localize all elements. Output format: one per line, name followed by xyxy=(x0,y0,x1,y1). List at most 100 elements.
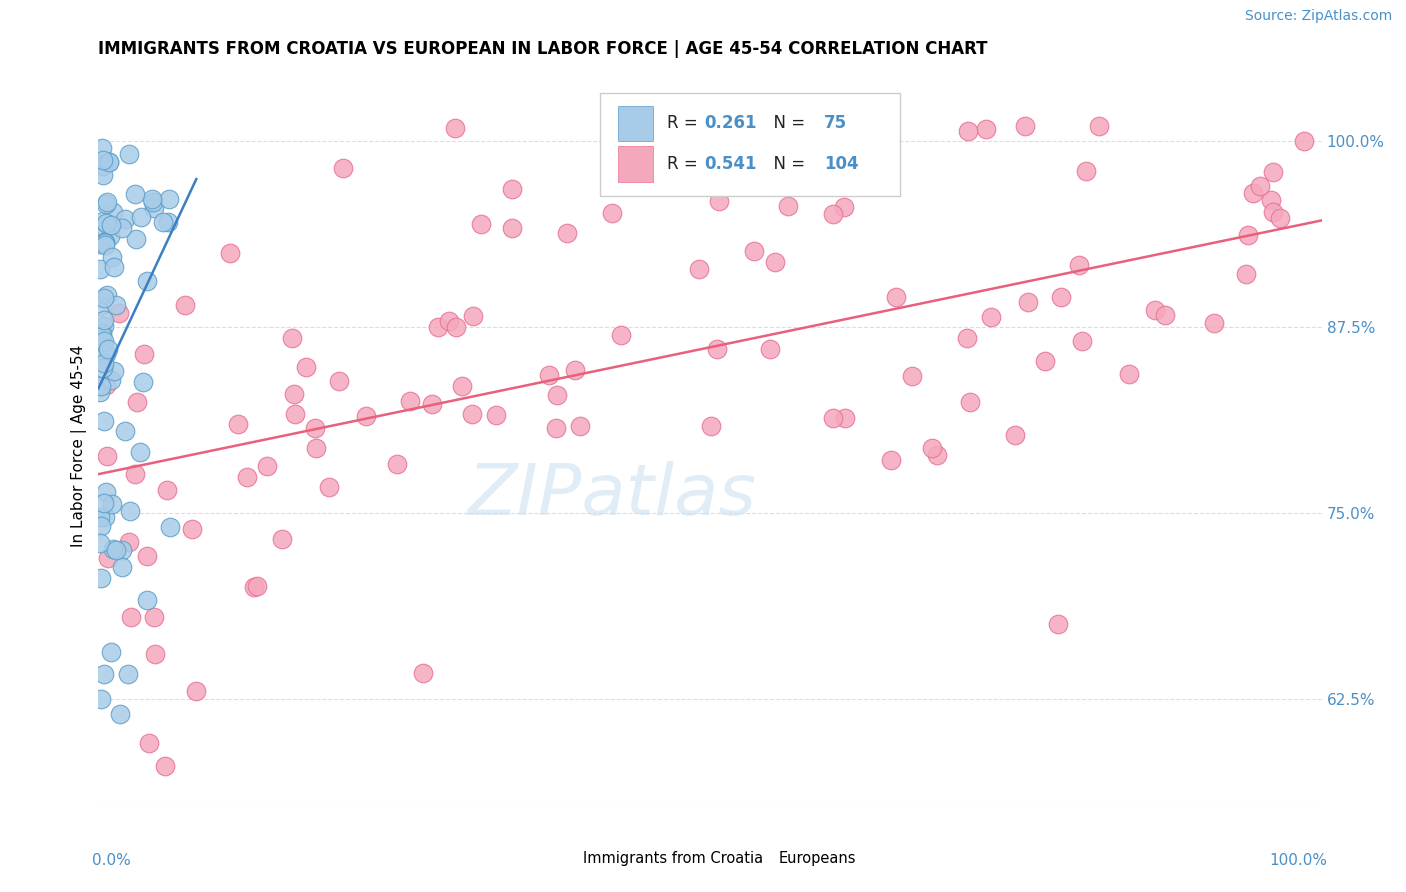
Text: ZIPatlas: ZIPatlas xyxy=(468,461,756,531)
Point xyxy=(96,194,118,209)
Point xyxy=(675,167,697,181)
Point xyxy=(114,212,136,227)
Point xyxy=(89,300,111,314)
Point xyxy=(111,221,134,235)
Point xyxy=(444,320,467,334)
Point xyxy=(555,226,578,240)
Point xyxy=(96,485,118,500)
Point xyxy=(243,580,266,594)
Point xyxy=(94,237,117,252)
Point xyxy=(108,306,131,320)
Point xyxy=(219,246,242,260)
Text: 100.0%: 100.0% xyxy=(1270,853,1327,868)
Text: 0.541: 0.541 xyxy=(704,155,756,173)
Text: Immigrants from Croatia: Immigrants from Croatia xyxy=(583,851,763,866)
Point xyxy=(184,684,207,698)
Point xyxy=(1004,428,1026,442)
Point xyxy=(537,368,560,382)
Point xyxy=(153,758,176,772)
Point xyxy=(700,419,723,434)
Point xyxy=(544,421,567,435)
Point xyxy=(93,334,115,349)
Point xyxy=(461,407,484,421)
Point xyxy=(93,291,115,305)
Point xyxy=(143,610,166,624)
Point xyxy=(93,318,115,333)
Point xyxy=(93,356,115,370)
FancyBboxPatch shape xyxy=(619,146,652,182)
Point xyxy=(501,221,523,235)
Point xyxy=(1153,308,1175,322)
FancyBboxPatch shape xyxy=(600,93,900,196)
FancyBboxPatch shape xyxy=(619,105,652,141)
Point xyxy=(89,262,111,277)
Point xyxy=(90,519,112,533)
Point xyxy=(328,374,350,388)
Point xyxy=(461,310,484,324)
Point xyxy=(132,376,155,390)
Point xyxy=(295,359,318,374)
Point xyxy=(96,450,118,464)
Point xyxy=(1249,178,1271,193)
Point xyxy=(420,397,443,411)
Point xyxy=(437,314,460,328)
Point xyxy=(1069,258,1091,272)
Point xyxy=(600,205,623,219)
Point xyxy=(98,154,121,169)
Point xyxy=(118,503,141,517)
Point xyxy=(688,261,710,276)
Text: 75: 75 xyxy=(824,114,846,132)
Point xyxy=(110,706,132,721)
Point xyxy=(1270,211,1292,225)
Point xyxy=(181,522,204,536)
Point xyxy=(1261,205,1284,219)
Point xyxy=(759,342,782,356)
Point xyxy=(90,378,112,392)
Text: Source: ZipAtlas.com: Source: ZipAtlas.com xyxy=(1244,9,1392,23)
Point xyxy=(143,647,166,661)
Point xyxy=(94,196,117,211)
Point xyxy=(94,346,117,360)
Point xyxy=(284,407,307,421)
Point xyxy=(1050,290,1073,304)
Text: R =: R = xyxy=(668,155,703,173)
Point xyxy=(246,579,269,593)
Text: R =: R = xyxy=(668,114,703,132)
Point xyxy=(412,666,434,681)
Point xyxy=(152,214,174,228)
Point xyxy=(97,550,120,565)
Point xyxy=(706,343,728,357)
Point xyxy=(778,199,800,213)
Point xyxy=(256,459,278,474)
Point xyxy=(763,254,786,268)
Point xyxy=(124,467,146,481)
Point xyxy=(114,424,136,438)
Point xyxy=(89,236,111,251)
Point xyxy=(120,610,142,624)
Point xyxy=(117,667,139,681)
Point xyxy=(901,369,924,384)
Point xyxy=(235,470,257,484)
Point xyxy=(91,153,114,167)
Point xyxy=(93,414,115,428)
Point xyxy=(399,394,422,409)
Y-axis label: In Labor Force | Age 45-54: In Labor Force | Age 45-54 xyxy=(72,345,87,547)
Point xyxy=(270,532,292,546)
Point xyxy=(1292,134,1315,148)
Point xyxy=(283,386,305,401)
Point xyxy=(318,480,340,494)
Point xyxy=(976,122,998,136)
Point xyxy=(93,235,115,250)
Point xyxy=(135,549,157,563)
Point xyxy=(101,497,124,511)
Point xyxy=(304,421,326,435)
Point xyxy=(94,216,117,230)
Point xyxy=(101,542,124,557)
Point xyxy=(385,457,408,471)
Point xyxy=(100,218,122,232)
Point xyxy=(91,360,114,375)
Point xyxy=(136,274,159,288)
FancyBboxPatch shape xyxy=(551,847,578,869)
Point xyxy=(927,448,949,462)
Point xyxy=(1047,617,1070,632)
